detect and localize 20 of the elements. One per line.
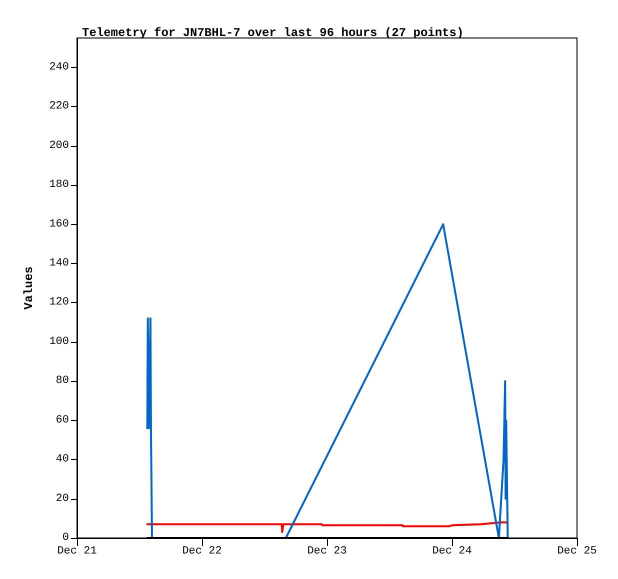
- y-tick-label: 220: [49, 100, 69, 113]
- y-tick-label: 40: [56, 454, 69, 466]
- x-tick-label: Dec 21: [57, 546, 98, 558]
- y-tick-label: 120: [49, 296, 69, 309]
- y-axis-title: Values: [22, 266, 36, 310]
- y-tick-label: 180: [49, 179, 69, 192]
- y-tick-label: 200: [49, 140, 69, 152]
- y-tick-label: 0: [62, 532, 69, 544]
- y-tick-label: 240: [49, 61, 69, 74]
- y-tick-label: 160: [49, 218, 69, 230]
- y-tick-label: 20: [56, 492, 69, 505]
- chart-title: Telemetry for JN7BHL-7 over last 96 hours (27 points): [82, 26, 464, 40]
- x-tick-label: Dec 23: [307, 546, 347, 558]
- y-tick-label: 140: [49, 257, 69, 270]
- y-tick-label: 100: [49, 336, 69, 348]
- x-tick-label: Dec 24: [432, 546, 472, 558]
- x-tick-label: Dec 22: [182, 546, 222, 558]
- y-tick-label: 80: [56, 375, 69, 388]
- y-tick-label: 60: [56, 414, 69, 426]
- x-tick-label: Dec 25: [557, 546, 597, 558]
